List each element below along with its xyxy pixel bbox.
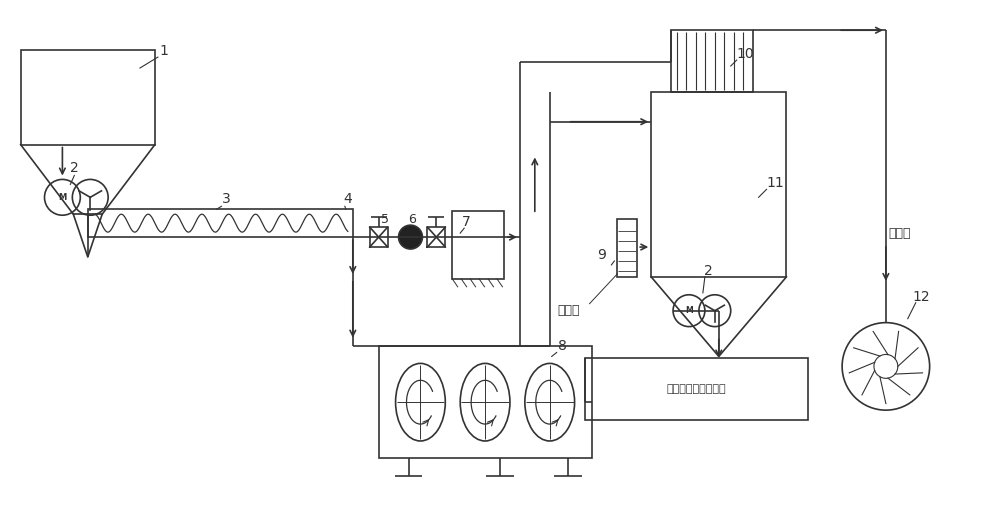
Text: 1: 1 bbox=[160, 44, 169, 58]
Text: 11: 11 bbox=[767, 176, 784, 190]
Text: 12: 12 bbox=[913, 290, 930, 304]
Bar bbox=[585, 358, 808, 420]
Text: 6: 6 bbox=[409, 213, 416, 226]
Text: M: M bbox=[58, 193, 67, 202]
Text: 8: 8 bbox=[558, 340, 567, 353]
Text: 3: 3 bbox=[222, 192, 230, 206]
Text: 2: 2 bbox=[70, 161, 79, 176]
Text: M: M bbox=[685, 306, 693, 315]
Bar bbox=[379, 347, 592, 458]
Text: 成品包装或造粒系统: 成品包装或造粒系统 bbox=[667, 384, 726, 394]
Text: 进风口: 进风口 bbox=[558, 304, 580, 317]
Bar bbox=[21, 50, 155, 145]
Bar bbox=[617, 219, 637, 277]
Text: 抽风口: 抽风口 bbox=[889, 227, 911, 240]
Text: 5: 5 bbox=[381, 213, 389, 226]
Bar bbox=[651, 92, 786, 277]
Bar bbox=[671, 30, 753, 92]
Circle shape bbox=[399, 225, 422, 249]
Text: 9: 9 bbox=[597, 248, 606, 262]
Text: 7: 7 bbox=[462, 215, 471, 229]
Bar bbox=[452, 211, 504, 279]
Text: 4: 4 bbox=[343, 192, 352, 206]
Text: 2: 2 bbox=[704, 264, 713, 278]
Text: 10: 10 bbox=[737, 47, 754, 61]
Bar bbox=[88, 209, 353, 237]
